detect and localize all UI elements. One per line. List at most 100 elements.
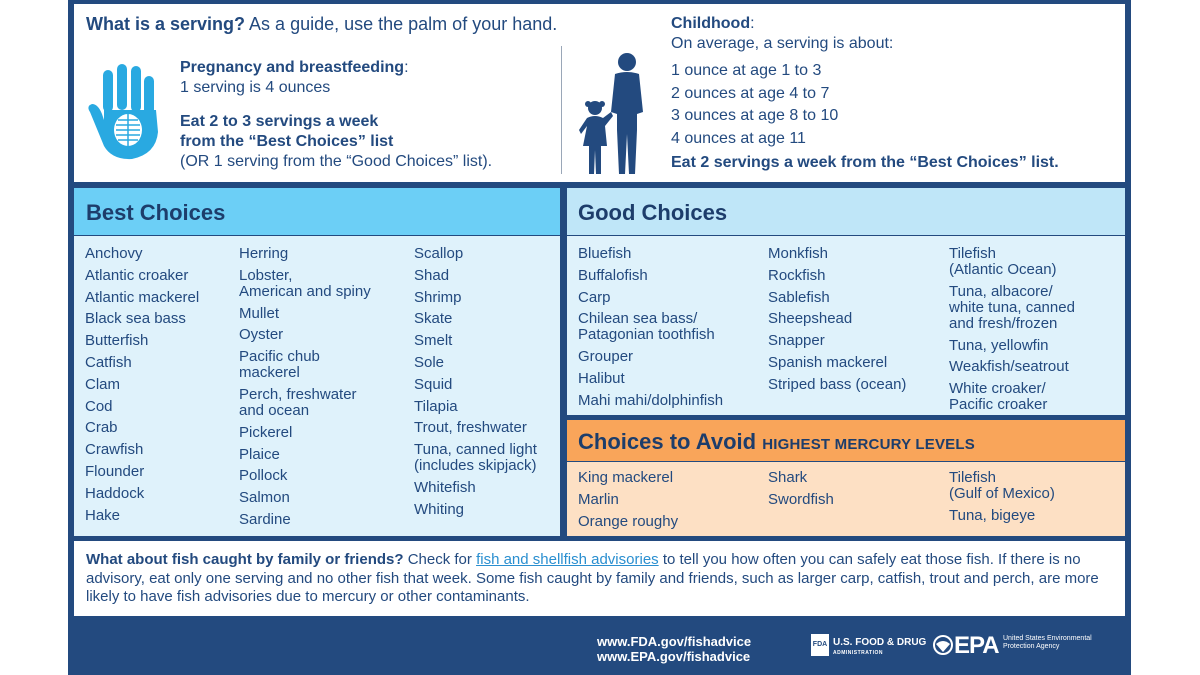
fish-item: Mahi mahi/dolphinfish — [578, 391, 724, 409]
serving-question: What is a serving? As a guide, use the p… — [86, 14, 558, 34]
hand-palm-icon — [88, 64, 158, 160]
fish-item: Catfish — [85, 353, 132, 371]
age-serving: 2 ounces at age 4 to 7 — [671, 84, 830, 102]
fish-item: Shad — [414, 266, 450, 284]
fish-item: Sole — [414, 353, 445, 371]
fish-item: Flounder — [85, 462, 145, 480]
childhood-intro: On average, a serving is about: — [671, 35, 894, 52]
avoid-col-3: Tilefish (Gulf of Mexico) Tuna, bigeye — [949, 470, 1055, 530]
fish-item: Buffalofish — [578, 266, 648, 284]
serving-guide-panel: What is a serving? As a guide, use the p… — [74, 4, 1125, 182]
fish-item: Oyster — [239, 326, 284, 344]
fish-item: White croaker/ Pacific croaker — [949, 380, 1048, 414]
fish-item: Bluefish — [578, 245, 632, 262]
fish-item: Sardine — [239, 510, 291, 528]
eat-alternative: (OR 1 serving from the “Good Choices” li… — [180, 153, 493, 170]
fish-item: Clam — [85, 375, 121, 393]
fish-item: Cod — [85, 397, 113, 415]
good-choices-title: Good Choices — [567, 188, 1125, 236]
divider — [561, 46, 562, 174]
footer-urls: www.FDA.gov/fishadvice www.EPA.gov/fisha… — [597, 634, 751, 664]
fish-item: Monkfish — [768, 245, 829, 262]
fish-item: Haddock — [85, 484, 145, 502]
fish-item: Salmon — [239, 489, 290, 507]
childhood-block: Childhood: On average, a serving is abou… — [671, 14, 1121, 174]
advisories-link[interactable]: fish and shellfish advisories — [476, 551, 659, 568]
fish-item: Weakfish/seatrout — [949, 358, 1069, 376]
note-question: What about fish caught by family or frie… — [86, 551, 404, 568]
best-col-2: Herring Lobster, American and spiny Mullet… — [239, 246, 371, 534]
fish-item: Plaice — [239, 445, 280, 463]
eat-line-1: Eat 2 to 3 servings a week — [180, 113, 379, 130]
childhood-heading: Childhood — [671, 15, 751, 32]
fish-item: Tilefish (Atlantic Ocean) — [949, 245, 1057, 278]
fish-item: Pacific chub mackerel — [239, 348, 320, 382]
good-col-2: Monkfish Rockfish Sablefish Sheepshead Snapp… — [768, 246, 906, 399]
avoid-panel: Choices to Avoid HIGHEST MERCURY LEVELS … — [567, 420, 1125, 536]
fish-item: Scallop — [414, 245, 464, 262]
fish-item: Snapper — [768, 332, 825, 350]
fish-item: Tilefish (Gulf of Mexico) — [949, 469, 1055, 502]
fish-item: Black sea bass — [85, 310, 186, 328]
fish-item: Spanish mackerel — [768, 353, 888, 371]
epa-url-link[interactable]: www.EPA.gov/fishadvice — [597, 649, 751, 664]
fda-name: U.S. FOOD & DRUG — [833, 637, 927, 648]
good-col-1: Bluefish Buffalofish Carp Chilean sea bass/… — [578, 246, 723, 415]
fish-item: Atlantic mackerel — [85, 288, 200, 306]
fish-item: Herring — [239, 245, 289, 262]
good-choices-panel: Good Choices Bluefish Buffalofish Carp Chil… — [567, 188, 1125, 415]
epa-sub: United States Environmental Protection A… — [1003, 635, 1092, 650]
best-col-3: Scallop Shad Shrimp Skate Smelt Sole Squid Tila… — [414, 246, 537, 524]
fish-item: Halibut — [578, 369, 625, 387]
best-choices-panel: Best Choices Anchovy Atlantic croaker Atla… — [74, 188, 560, 536]
fish-item: Hake — [85, 506, 121, 524]
fish-item: Pollock — [239, 467, 288, 485]
family-friends-note: What about fish caught by family or frie… — [74, 541, 1125, 616]
fish-item: Rockfish — [768, 266, 826, 284]
pregnancy-block: Pregnancy and breastfeeding: 1 serving i… — [180, 58, 580, 172]
fish-item: Lobster, American and spiny — [239, 266, 371, 300]
good-col-3: Tilefish (Atlantic Ocean) Tuna, albacore/… — [949, 246, 1075, 419]
childhood-recommendation: Eat 2 servings a week from the “Best Cho… — [671, 154, 1059, 171]
avoid-col-2: Shark Swordfish — [768, 470, 834, 514]
fish-item: Pickerel — [239, 423, 293, 441]
avoid-title: Choices to Avoid HIGHEST MERCURY LEVELS — [567, 420, 1125, 462]
children-silhouette-icon — [579, 53, 643, 174]
age-serving: 3 ounces at age 8 to 10 — [671, 107, 839, 124]
fish-item: Squid — [414, 375, 453, 393]
fish-item: Swordfish — [768, 490, 834, 508]
fish-item: Butterfish — [85, 332, 149, 350]
epa-name: EPA — [954, 632, 1000, 659]
fish-item: Tuna, albacore/ white tuna, canned and f… — [949, 282, 1075, 332]
pregnancy-serving: 1 serving is 4 ounces — [180, 79, 331, 96]
fish-item: Shrimp — [414, 288, 462, 306]
fish-item: Grouper — [578, 348, 634, 366]
fish-item: King mackerel — [578, 469, 674, 486]
age-serving: 4 ounces at age 11 — [671, 129, 806, 147]
fish-item: Striped bass (ocean) — [768, 375, 907, 393]
fish-item: Perch, freshwater and ocean — [239, 385, 357, 419]
fish-item: Tuna, yellowfin — [949, 336, 1049, 354]
fish-item: Marlin — [578, 490, 619, 508]
fish-item: Whiting — [414, 500, 465, 518]
fish-item: Crawfish — [85, 441, 144, 459]
fish-item: Carp — [578, 288, 611, 306]
fish-item: Orange roughy — [578, 512, 679, 530]
fish-item: Chilean sea bass/ Patagonian toothfish — [578, 310, 715, 344]
best-choices-title: Best Choices — [74, 188, 560, 236]
avoid-subtitle: HIGHEST MERCURY LEVELS — [762, 436, 975, 453]
fish-item: Whitefish — [414, 478, 476, 496]
fish-item: Anchovy — [85, 245, 143, 262]
age-serving: 1 ounce at age 1 to 3 — [671, 62, 822, 79]
eat-line-2: from the “Best Choices” list — [180, 133, 394, 150]
avoid-col-1: King mackerel Marlin Orange roughy — [578, 470, 678, 535]
fish-item: Atlantic croaker — [85, 266, 189, 284]
fish-item: Shark — [768, 469, 808, 486]
fish-item: Crab — [85, 419, 118, 437]
fda-sub: ADMINISTRATION — [833, 650, 883, 656]
fish-item: Skate — [414, 310, 453, 328]
fish-item: Mullet — [239, 304, 280, 322]
pregnancy-heading: Pregnancy and breastfeeding — [180, 59, 405, 76]
fish-item: Smelt — [414, 332, 453, 350]
fda-url-link[interactable]: www.FDA.gov/fishadvice — [597, 634, 752, 649]
